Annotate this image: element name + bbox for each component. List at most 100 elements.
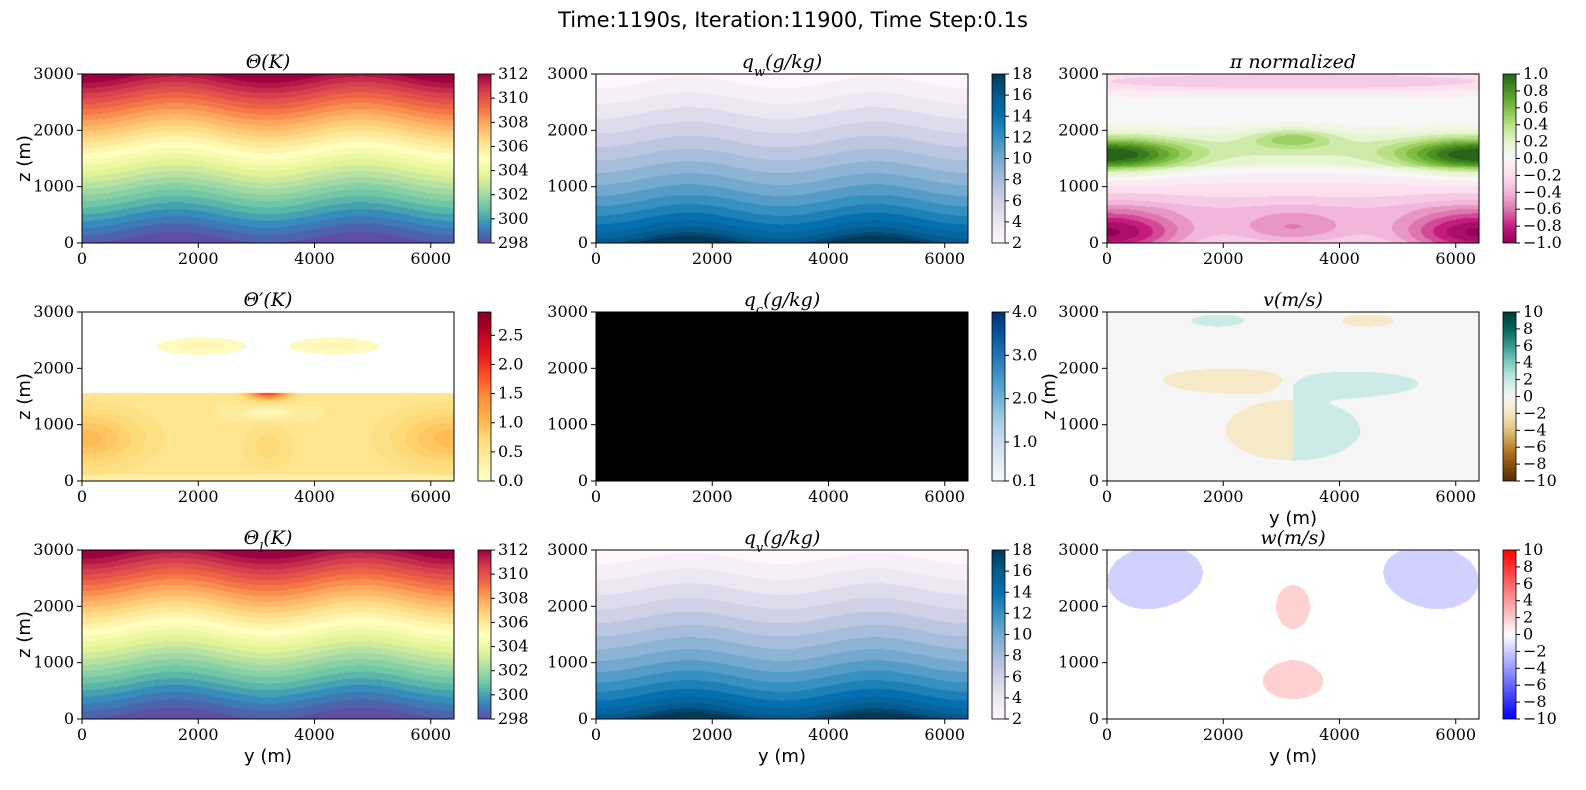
x-tick-label: 6000 bbox=[1435, 249, 1476, 268]
x-tick-label: 4000 bbox=[294, 249, 335, 268]
panel-title-qc: qc(g/kg) bbox=[744, 289, 821, 318]
colorbar-tick-label: 16 bbox=[1012, 85, 1032, 104]
colorbar-tick-label: 1.0 bbox=[1012, 432, 1037, 451]
x-tick-label: 0 bbox=[77, 249, 87, 268]
y-tick-label: 0 bbox=[578, 709, 588, 728]
colorbar-tick-label: 0.6 bbox=[1523, 98, 1548, 117]
x-tick-label: 2000 bbox=[1203, 249, 1244, 268]
colorbar-tick-label: 0.5 bbox=[498, 442, 523, 461]
y-tick-label: 3000 bbox=[1058, 64, 1099, 83]
colorbar-tick-label: −8 bbox=[1523, 454, 1547, 473]
y-tick-label: 3000 bbox=[1058, 302, 1099, 321]
y-tick-label: 3000 bbox=[547, 302, 588, 321]
colorbar-tick-label: 0.0 bbox=[1523, 149, 1548, 168]
colorbar bbox=[477, 73, 492, 244]
x-tick-label: 4000 bbox=[808, 725, 849, 744]
x-tick-label: 2000 bbox=[692, 249, 733, 268]
x-tick-label: 4000 bbox=[1319, 249, 1360, 268]
colorbar-tick-label: 12 bbox=[1012, 603, 1032, 622]
colorbar-tick-label: 4 bbox=[1523, 591, 1533, 610]
x-tick-label: 0 bbox=[77, 725, 87, 744]
colorbar-tick-label: 4 bbox=[1012, 688, 1022, 707]
y-tick-label: 1000 bbox=[1058, 415, 1099, 434]
colorbar-tick-label: 308 bbox=[498, 112, 529, 131]
colorbar-tick-label: −1.0 bbox=[1523, 233, 1562, 252]
colorbar-tick-label: 10 bbox=[1523, 540, 1543, 559]
x-tick-label: 6000 bbox=[1435, 487, 1476, 506]
y-axis-label: z (m) bbox=[14, 135, 35, 182]
heatmap-field-pi bbox=[1107, 74, 1479, 243]
panel-title-qw: qw(g/kg) bbox=[742, 51, 822, 80]
panel-title-thetal: Θl(K) bbox=[244, 527, 293, 556]
colorbar-tick-label: 3.0 bbox=[1012, 345, 1037, 364]
panel-title-thetap: Θ′(K) bbox=[244, 289, 293, 311]
colorbar-tick-label: 0.1 bbox=[1012, 471, 1037, 490]
colorbar-tick-label: 0.0 bbox=[498, 471, 523, 490]
x-axis-label: y (m) bbox=[1269, 508, 1317, 529]
y-tick-label: 0 bbox=[64, 233, 74, 252]
x-tick-label: 4000 bbox=[294, 487, 335, 506]
x-tick-label: 2000 bbox=[1203, 725, 1244, 744]
colorbar-tick-label: 16 bbox=[1012, 561, 1032, 580]
colorbar-tick-label: −4 bbox=[1523, 420, 1547, 439]
y-tick-label: 2000 bbox=[33, 358, 74, 377]
y-tick-label: 0 bbox=[1089, 709, 1099, 728]
axes-frame bbox=[595, 73, 969, 244]
colorbar-tick-label: −6 bbox=[1523, 675, 1547, 694]
y-tick-label: 2000 bbox=[547, 120, 588, 139]
heatmap-field-thetap bbox=[82, 312, 454, 481]
colorbar-tick-label: 300 bbox=[498, 685, 529, 704]
x-tick-label: 6000 bbox=[924, 249, 965, 268]
colorbar-tick-label: 12 bbox=[1012, 127, 1032, 146]
colorbar-tick-label: 2 bbox=[1523, 608, 1533, 627]
colorbar bbox=[991, 311, 1006, 482]
y-tick-label: 3000 bbox=[33, 540, 74, 559]
colorbar-tick-label: 4 bbox=[1523, 353, 1533, 372]
panel-title-v: v(m/s) bbox=[1263, 289, 1323, 311]
x-tick-label: 0 bbox=[591, 725, 601, 744]
x-tick-label: 6000 bbox=[924, 725, 965, 744]
x-axis-label: y (m) bbox=[244, 746, 292, 767]
colorbar-tick-label: −2 bbox=[1523, 641, 1547, 660]
x-tick-label: 4000 bbox=[294, 725, 335, 744]
heatmap-field-qv bbox=[596, 550, 968, 719]
panel-title-pi: π normalized bbox=[1229, 51, 1356, 73]
axes-frame bbox=[1106, 73, 1480, 244]
panel-title-qv: qv(g/kg) bbox=[744, 527, 821, 556]
y-tick-label: 2000 bbox=[33, 596, 74, 615]
figure-title: Time:1190s, Iteration:11900, Time Step:0… bbox=[558, 8, 1028, 32]
colorbar-tick-label: 4 bbox=[1012, 212, 1022, 231]
colorbar bbox=[991, 73, 1006, 244]
colorbar-tick-label: 6 bbox=[1523, 336, 1533, 355]
colorbar-tick-label: −0.2 bbox=[1523, 165, 1562, 184]
heatmap-field-theta bbox=[82, 74, 454, 243]
colorbar-tick-label: 306 bbox=[498, 612, 529, 631]
colorbar-tick-label: 2.5 bbox=[498, 325, 523, 344]
y-tick-label: 1000 bbox=[33, 177, 74, 196]
colorbar-tick-label: 2.0 bbox=[498, 354, 523, 373]
panel-title-w: w(m/s) bbox=[1260, 527, 1325, 549]
panel-theta: Θ(K) 0 2000 4000 6000 0 1000 2000 3000 z (m) 298 30… bbox=[14, 51, 529, 268]
x-tick-label: 6000 bbox=[924, 487, 965, 506]
y-tick-label: 2000 bbox=[547, 358, 588, 377]
colorbar bbox=[477, 311, 492, 482]
x-tick-label: 4000 bbox=[1319, 725, 1360, 744]
x-tick-label: 0 bbox=[591, 487, 601, 506]
colorbar-tick-label: 6 bbox=[1012, 667, 1022, 686]
y-tick-label: 0 bbox=[64, 709, 74, 728]
colorbar-tick-label: 14 bbox=[1012, 106, 1032, 125]
colorbar-tick-label: 308 bbox=[498, 588, 529, 607]
x-tick-label: 4000 bbox=[1319, 487, 1360, 506]
colorbar-tick-label: 304 bbox=[498, 637, 529, 656]
y-tick-label: 1000 bbox=[547, 653, 588, 672]
panel-v: v(m/s) 0 2000 4000 6000 0 1000 2000 3000 y (m) z (… bbox=[1039, 289, 1557, 529]
y-tick-label: 1000 bbox=[547, 177, 588, 196]
y-tick-label: 2000 bbox=[1058, 596, 1099, 615]
panel-pi: π normalized 0 2000 4000 6000 0 1000 2000 3000 −1… bbox=[1058, 51, 1562, 268]
heatmap-field-thetal bbox=[82, 550, 454, 719]
colorbar-tick-label: 312 bbox=[498, 64, 529, 83]
x-tick-label: 0 bbox=[591, 249, 601, 268]
x-tick-label: 2000 bbox=[692, 725, 733, 744]
y-tick-label: 1000 bbox=[1058, 177, 1099, 196]
x-tick-label: 2000 bbox=[692, 487, 733, 506]
